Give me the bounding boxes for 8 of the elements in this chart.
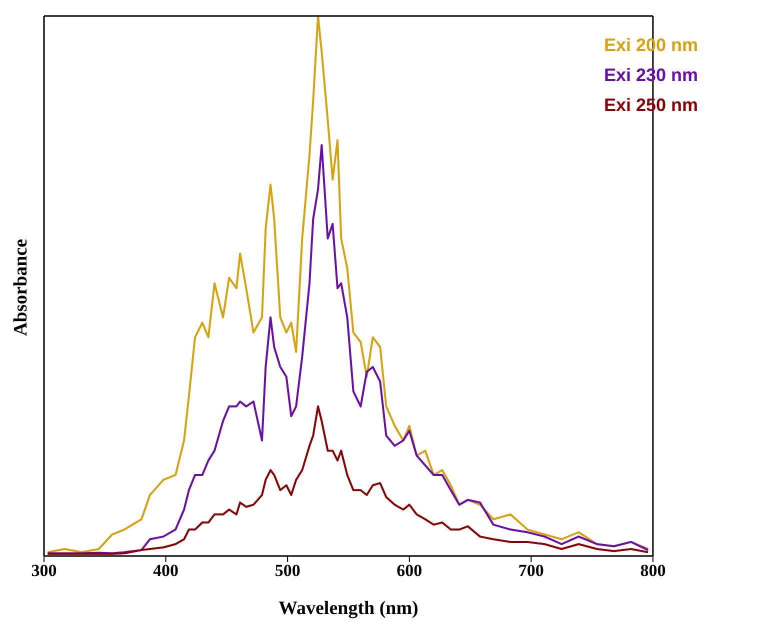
x-tick-label: 800 <box>640 561 666 580</box>
x-tick-label: 400 <box>153 561 179 580</box>
x-tick-label: 700 <box>518 561 544 580</box>
x-tick-label: 500 <box>274 561 300 580</box>
x-tick-label: 300 <box>31 561 57 580</box>
x-tick-label: 600 <box>396 561 422 580</box>
y-axis-title: Absorbance <box>10 238 32 336</box>
x-axis-title: Wavelength (nm) <box>278 598 418 619</box>
